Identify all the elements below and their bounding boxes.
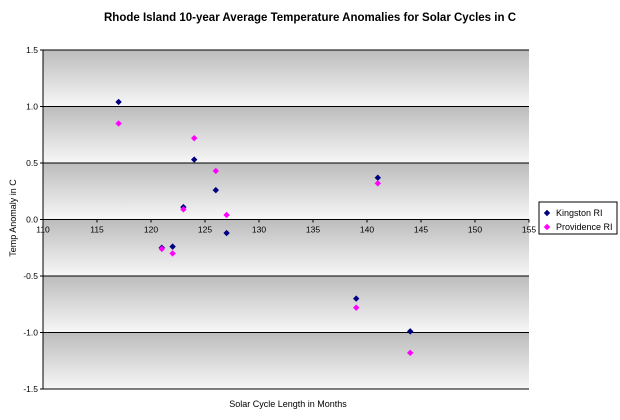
data-point [169,250,176,257]
y-tick-label: -0.5 [23,271,38,281]
y-tick-label: 0.0 [26,215,38,225]
data-point [212,186,219,194]
x-tick-label: 110 [36,225,50,235]
x-tick-label: 135 [306,225,320,235]
legend-box [538,201,618,235]
y-tick-label: 1.0 [26,102,38,112]
y-tick-label: 1.5 [26,45,38,55]
x-tick-label: 130 [252,225,266,235]
data-point [115,120,122,127]
x-tick-label: 120 [144,225,158,235]
legend-label: Providence RI [556,222,613,232]
data-point [180,206,187,213]
data-point [212,167,219,175]
y-axis-ticks: 1.5 1.0 0.5 0.0 -0.5 -1.0 -1.5 [23,45,43,394]
y-axis-title: Temp Anomaly in C [8,179,18,257]
plot-band [43,219,529,276]
series-providence-ri [115,120,414,357]
data-point [374,180,381,187]
data-point [353,304,360,311]
data-points [115,98,414,357]
legend-marker [543,209,551,217]
y-tick-label: 0.5 [26,158,38,168]
x-tick-label: 115 [90,225,104,235]
x-tick-label: 140 [360,225,374,235]
y-tick-label: -1.0 [23,328,38,338]
legend: Kingston RI Providence RI [538,201,618,235]
data-point [223,211,230,219]
x-tick-label: 155 [522,225,536,235]
data-point [353,295,360,302]
plot-band [43,332,529,389]
x-axis-ticks: 110 115 120 125 130 135 140 145 150 155 [36,219,536,235]
data-point [115,98,122,106]
data-point [191,134,198,142]
x-tick-label: 150 [468,225,482,235]
x-tick-label: 145 [414,225,428,235]
x-tick-label: 125 [198,225,212,235]
data-point [407,328,414,335]
data-point [158,245,165,253]
plot-band [43,50,529,107]
plot-band [43,276,529,333]
legend-label: Kingston RI [556,208,603,218]
y-tick-label: -1.5 [23,384,38,394]
legend-marker [543,223,551,231]
chart-title: Rhode Island 10-year Average Temperature… [104,12,516,24]
data-point [407,349,414,357]
data-point [374,174,381,181]
data-point [169,243,176,250]
data-point [223,229,230,237]
plot-band [43,106,529,163]
plot-band [43,163,529,220]
data-point [191,156,198,163]
x-axis-title: Solar Cycle Length in Months [229,399,347,409]
plot-background [43,50,529,389]
